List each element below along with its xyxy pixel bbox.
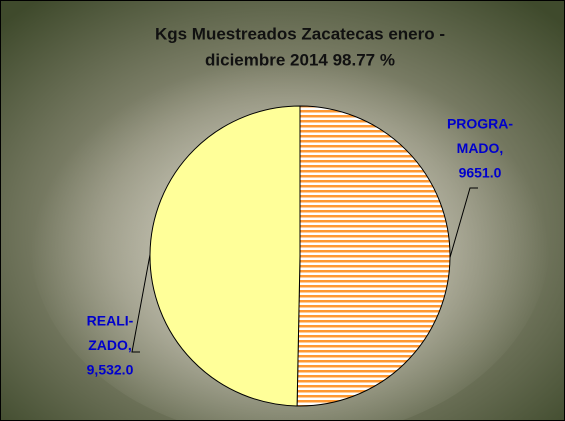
value-label: 9651.0 [459,165,502,181]
leader-line [449,187,478,258]
pie [149,105,451,407]
slice-label: ZADO, [88,337,132,353]
slice-label: REALI- [87,313,134,329]
chart-title: diciembre 2014 98.77 % [205,50,395,69]
leader-line [131,254,151,353]
pie-slice [296,105,451,407]
slice-label: PROGRA- [447,116,513,132]
slice-label: MADO, [457,140,504,156]
chart-title: Kgs Muestreados Zacatecas enero - [155,24,445,43]
value-label: 9,532.0 [87,362,134,378]
